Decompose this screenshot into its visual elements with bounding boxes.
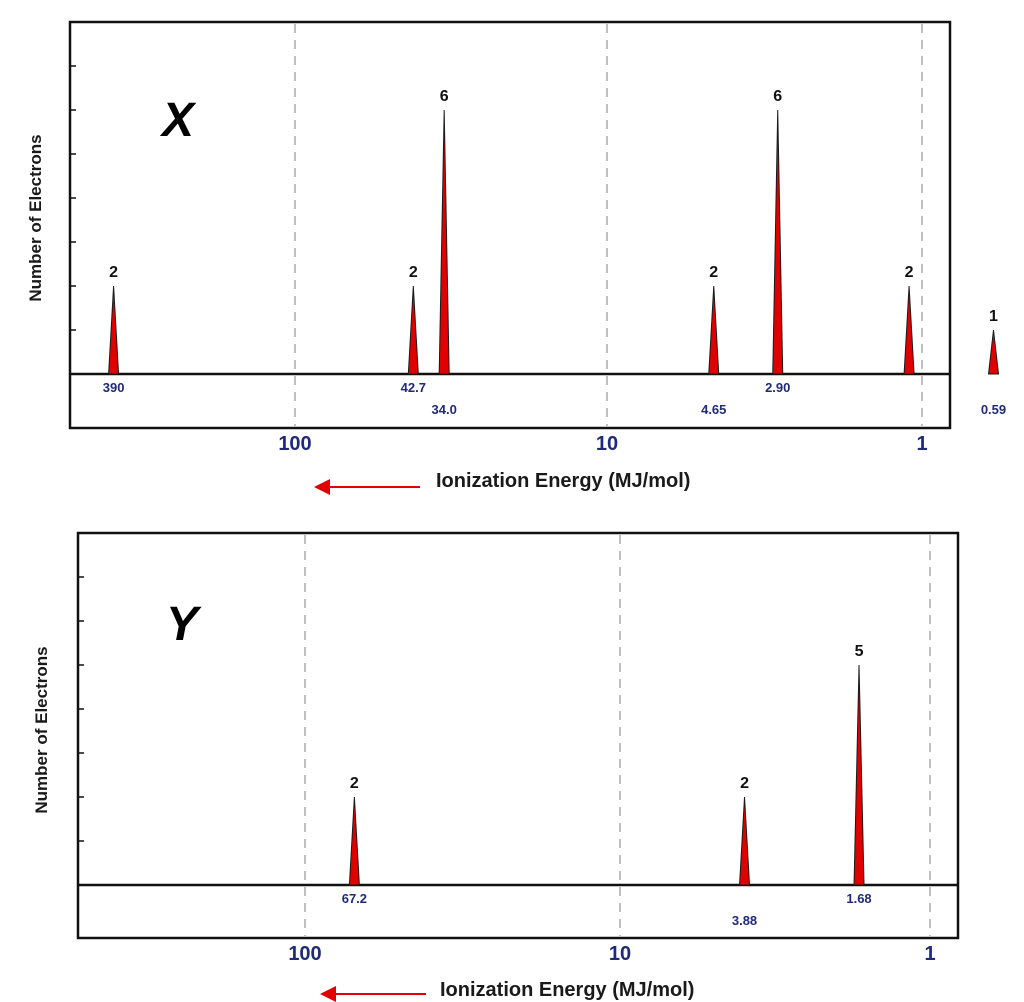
chart-x-peak	[772, 109, 784, 375]
chart-x-xlabel: Ionization Energy (MJ/mol)	[436, 470, 691, 492]
chart-x-peak	[708, 285, 720, 375]
chart-x-x-tick-label: 10	[596, 433, 618, 455]
chart-x-peak-count-label: 2	[409, 264, 418, 281]
chart-x-peak-value-label: 34.0	[432, 402, 457, 417]
arrow-left-icon	[320, 986, 426, 1002]
chart-x-peak	[108, 285, 120, 375]
chart-x-ylabel: Number of Electrons	[26, 134, 45, 302]
chart-y-x-tick-label: 10	[609, 943, 631, 965]
chart-x-peak-value-label: 0.59	[981, 402, 1006, 417]
chart-x-peak-count-label: 1	[989, 308, 998, 325]
chart-y-peak	[348, 796, 360, 886]
chart-y-xlabel: Ionization Energy (MJ/mol)	[440, 979, 695, 1001]
chart-y-peak-count-label: 2	[740, 775, 749, 792]
chart-y-x-tick-label: 100	[288, 943, 321, 965]
chart-y-peak-value-label: 67.2	[342, 891, 367, 906]
chart-x-peak	[903, 285, 915, 375]
chart-x-peak-value-label: 2.90	[765, 380, 790, 395]
chart-x-peak-value-label: 4.65	[701, 402, 726, 417]
chart-y-peak	[853, 664, 865, 886]
chart-x-peak	[438, 109, 450, 375]
chart-y-peak-count-label: 5	[855, 643, 864, 660]
arrow-left-icon	[314, 479, 420, 495]
chart-y-peak-value-label: 1.68	[846, 891, 871, 906]
chart-y-peak-count-label: 2	[350, 775, 359, 792]
chart-y-frame	[76, 531, 960, 940]
chart-y-ylabel: Number of Electrons	[32, 646, 51, 814]
chart-x-peak-count-label: 2	[109, 264, 118, 281]
chart-x-peak-value-label: 42.7	[401, 380, 426, 395]
chart-y-peak-value-label: 3.88	[732, 913, 757, 928]
chart-x-peak-count-label: 6	[440, 88, 449, 105]
chart-x-peak	[407, 285, 419, 375]
chart-y-x-tick-label: 1	[924, 943, 935, 965]
chart-x-x-tick-label: 100	[278, 433, 311, 455]
chart-x-peak-value-label: 390	[103, 380, 125, 395]
chart-x-title: X	[159, 94, 197, 147]
chart-y-title: Y	[166, 598, 202, 651]
chart-x-peak	[987, 329, 1000, 375]
chart-y-peak	[738, 796, 751, 886]
chart-x-peak-count-label: 2	[905, 264, 914, 281]
chart-x-peak-count-label: 2	[709, 264, 718, 281]
chart-x-peak-count-label: 6	[773, 88, 782, 105]
chart-x-x-tick-label: 1	[916, 433, 927, 455]
chart-x-frame	[68, 20, 952, 430]
